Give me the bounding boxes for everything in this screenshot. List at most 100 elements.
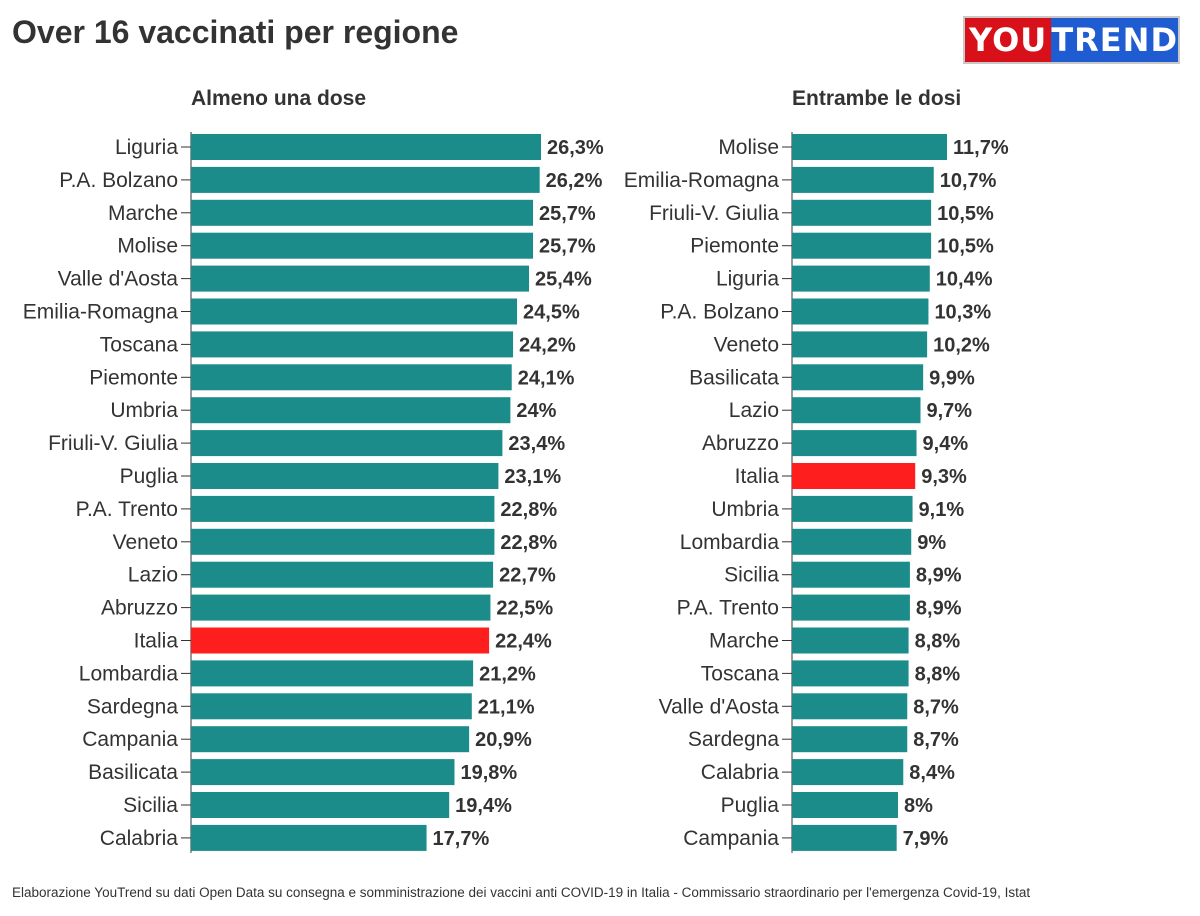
bar <box>792 627 909 654</box>
bar <box>792 561 910 588</box>
logo-trend: TREND <box>1051 18 1178 62</box>
bar <box>191 824 427 851</box>
bar <box>792 232 932 259</box>
value-label: 8,8% <box>915 663 961 685</box>
value-label: 10,7% <box>940 170 997 192</box>
category-label: P.A. Trento <box>677 597 779 620</box>
bar <box>191 265 530 292</box>
bar <box>792 265 930 292</box>
bar <box>191 726 470 753</box>
bar <box>792 298 929 325</box>
value-label: 22,5% <box>496 598 553 620</box>
value-label: 19,4% <box>455 795 512 817</box>
category-label: Lombardia <box>680 531 780 554</box>
value-label: 24% <box>516 400 556 422</box>
value-label: 24,1% <box>518 367 575 389</box>
category-label: Liguria <box>115 136 178 159</box>
panel-first-dose: Almeno una dose Liguria 26,3% P.A. Bolzano 2… <box>23 87 604 853</box>
category-label: Toscana <box>100 333 179 356</box>
value-label: 21,1% <box>478 696 535 718</box>
panel-both-doses: Entrambe le dosi Molise 11,7% Emilia-Romagn… <box>624 87 1009 853</box>
value-label: 7,9% <box>903 828 949 850</box>
category-label: Marche <box>108 202 178 225</box>
highlight-bar <box>792 463 916 489</box>
category-label: P.A. Bolzano <box>59 169 178 192</box>
bar <box>792 693 908 720</box>
category-label: Abruzzo <box>702 432 779 455</box>
value-label: 11,7% <box>953 137 1009 159</box>
category-label: Italia <box>134 630 179 653</box>
bar <box>792 726 908 753</box>
bar <box>792 792 898 818</box>
value-label: 23,1% <box>504 466 561 488</box>
category-label: Sardegna <box>688 728 779 751</box>
bar <box>191 134 541 160</box>
bar <box>792 594 910 621</box>
bar <box>191 792 450 818</box>
bar <box>792 824 897 851</box>
bar <box>792 331 928 358</box>
category-label: P.A. Trento <box>76 498 178 521</box>
category-label: Calabria <box>701 761 780 784</box>
value-label: 22,7% <box>499 565 556 587</box>
value-label: 22,8% <box>500 499 557 521</box>
panel-title-first-dose: Almeno una dose <box>191 87 366 110</box>
bar <box>191 660 474 687</box>
category-label: Basilicata <box>88 761 178 784</box>
category-label: Valle d'Aosta <box>659 695 780 718</box>
bar <box>792 397 921 424</box>
category-label: Sardegna <box>87 695 178 718</box>
category-label: Sicilia <box>724 564 779 587</box>
value-label: 8,7% <box>913 696 959 718</box>
bar <box>191 232 534 259</box>
value-label: 10,3% <box>934 302 991 324</box>
bar <box>191 199 534 226</box>
category-label: Lombardia <box>79 662 179 685</box>
category-label: Veneto <box>714 333 779 356</box>
value-label: 9,7% <box>927 400 973 422</box>
value-label: 25,7% <box>539 236 596 258</box>
bar <box>191 463 499 489</box>
category-label: Emilia-Romagna <box>23 301 179 324</box>
category-label: Basilicata <box>689 366 779 389</box>
category-label: Liguria <box>716 268 779 291</box>
category-label: Italia <box>735 465 780 488</box>
category-label: P.A. Bolzano <box>660 301 779 324</box>
value-label: 9% <box>917 532 946 554</box>
category-label: Molise <box>117 235 178 258</box>
category-label: Veneto <box>113 531 178 554</box>
value-label: 22,8% <box>500 532 557 554</box>
value-label: 23,4% <box>508 433 565 455</box>
value-label: 26,3% <box>547 137 604 159</box>
bar <box>191 298 518 325</box>
source-note: Elaborazione YouTrend su dati Open Data … <box>12 885 1031 900</box>
bar <box>191 331 514 358</box>
bar <box>191 561 494 588</box>
category-label: Lazio <box>729 399 779 422</box>
value-label: 26,2% <box>546 170 603 192</box>
category-label: Friuli-V. Giulia <box>649 202 779 225</box>
category-label: Calabria <box>100 827 179 850</box>
bar <box>792 759 904 786</box>
value-label: 25,7% <box>539 203 596 225</box>
panel-title-both-doses: Entrambe le dosi <box>792 87 961 110</box>
value-label: 10,4% <box>936 269 993 291</box>
value-label: 17,7% <box>433 828 490 850</box>
value-label: 20,9% <box>475 729 532 751</box>
value-label: 22,4% <box>495 631 552 653</box>
bar <box>792 166 934 193</box>
value-label: 8% <box>904 795 933 817</box>
category-label: Puglia <box>721 794 780 817</box>
value-label: 9,9% <box>929 367 975 389</box>
category-label: Umbria <box>711 498 779 521</box>
category-label: Piemonte <box>690 235 779 258</box>
youtrend-logo: YOU TREND <box>963 16 1180 64</box>
bar <box>792 199 932 226</box>
value-label: 10,5% <box>937 203 994 225</box>
value-label: 10,2% <box>933 334 990 356</box>
category-label: Campania <box>82 728 178 751</box>
value-label: 8,8% <box>915 631 961 653</box>
category-label: Sicilia <box>123 794 178 817</box>
bar <box>191 693 472 720</box>
value-label: 24,5% <box>523 302 580 324</box>
